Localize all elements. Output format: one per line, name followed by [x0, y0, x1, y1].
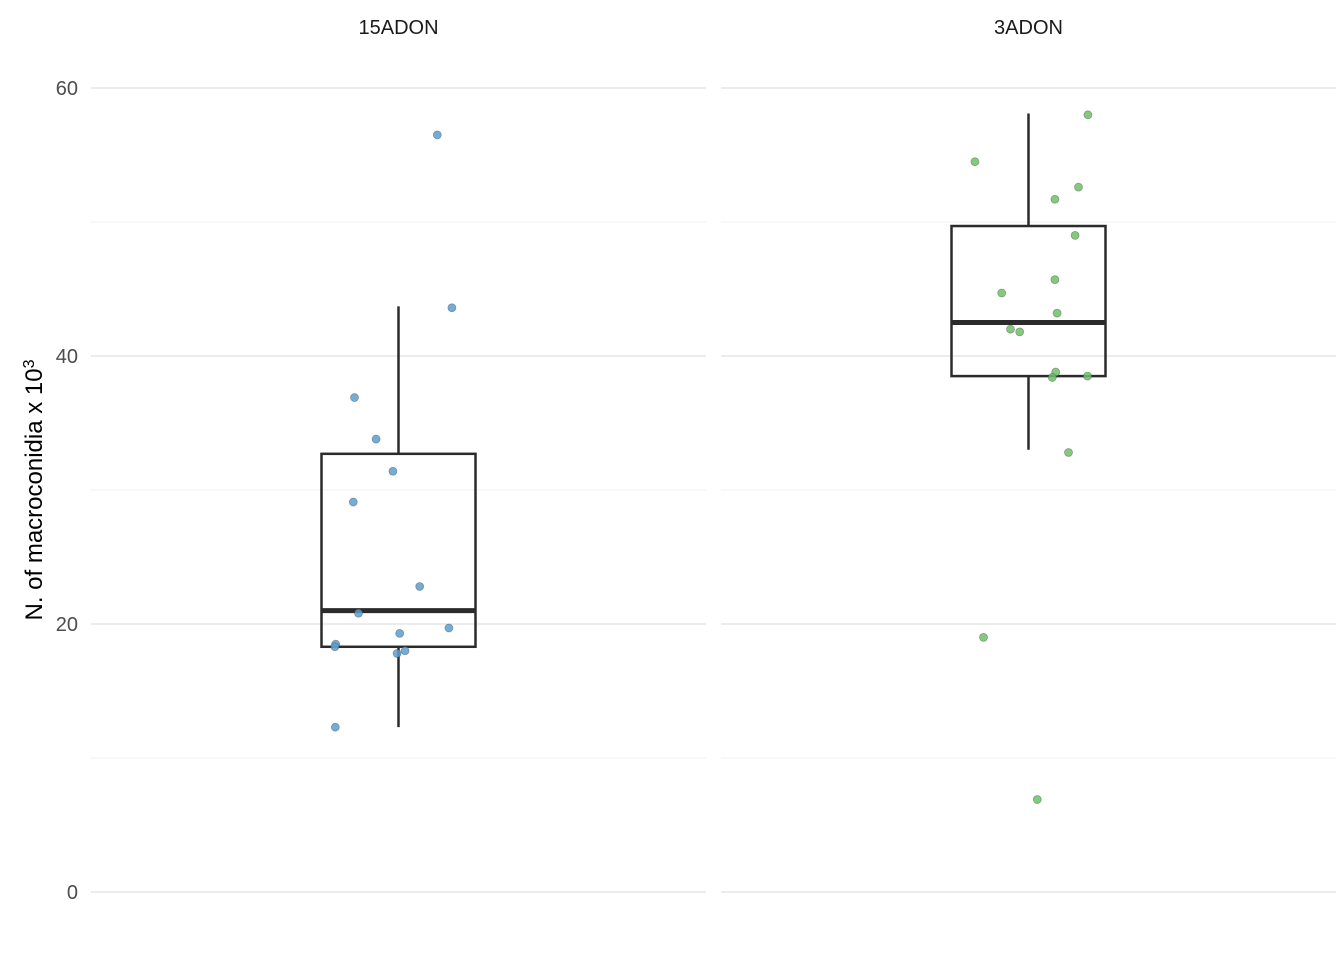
y-axis-title: N. of macroconidia x 103: [21, 359, 49, 620]
data-point: [400, 646, 410, 656]
box-iqr: [320, 452, 477, 649]
data-point: [388, 466, 398, 476]
data-point: [330, 642, 340, 652]
data-point: [1064, 448, 1073, 457]
data-point: [1015, 327, 1025, 337]
y-axis-title-base: N. of macroconidia x 10: [21, 368, 48, 620]
svg-text:N. of macroconidia x 103: N. of macroconidia x 103: [21, 359, 49, 620]
data-point: [1032, 795, 1042, 804]
data-point: [415, 582, 425, 591]
data-point: [330, 722, 340, 732]
data-point: [1050, 194, 1060, 204]
y-tick-label: 40: [56, 346, 78, 368]
data-point: [1006, 324, 1015, 334]
facet-title: 15ADON: [358, 17, 438, 39]
data-point: [1070, 230, 1080, 240]
data-point: [1074, 182, 1083, 192]
data-point: [997, 288, 1007, 298]
data-point: [1052, 308, 1062, 318]
data-point: [350, 393, 359, 402]
data-point: [1047, 373, 1057, 382]
data-point: [354, 608, 363, 618]
box-iqr: [950, 224, 1107, 378]
data-point: [1083, 371, 1092, 381]
data-point: [432, 130, 442, 140]
data-point: [371, 434, 381, 444]
data-point: [348, 497, 358, 507]
data-point: [444, 623, 454, 633]
data-point: [447, 303, 457, 313]
y-tick-label: 0: [67, 882, 78, 904]
data-point: [1050, 275, 1060, 285]
data-point: [970, 157, 980, 167]
facet-title: 3ADON: [994, 17, 1063, 39]
y-tick-label: 20: [56, 614, 78, 636]
plot-area: 0 20 40 60 15ADON 3ADON: [56, 17, 1336, 904]
data-point: [392, 649, 402, 658]
data-point: [395, 628, 405, 638]
data-point: [979, 633, 988, 642]
data-point: [1083, 110, 1093, 120]
y-tick-label: 60: [56, 78, 78, 100]
y-axis-title-superscript: 3: [21, 359, 38, 368]
